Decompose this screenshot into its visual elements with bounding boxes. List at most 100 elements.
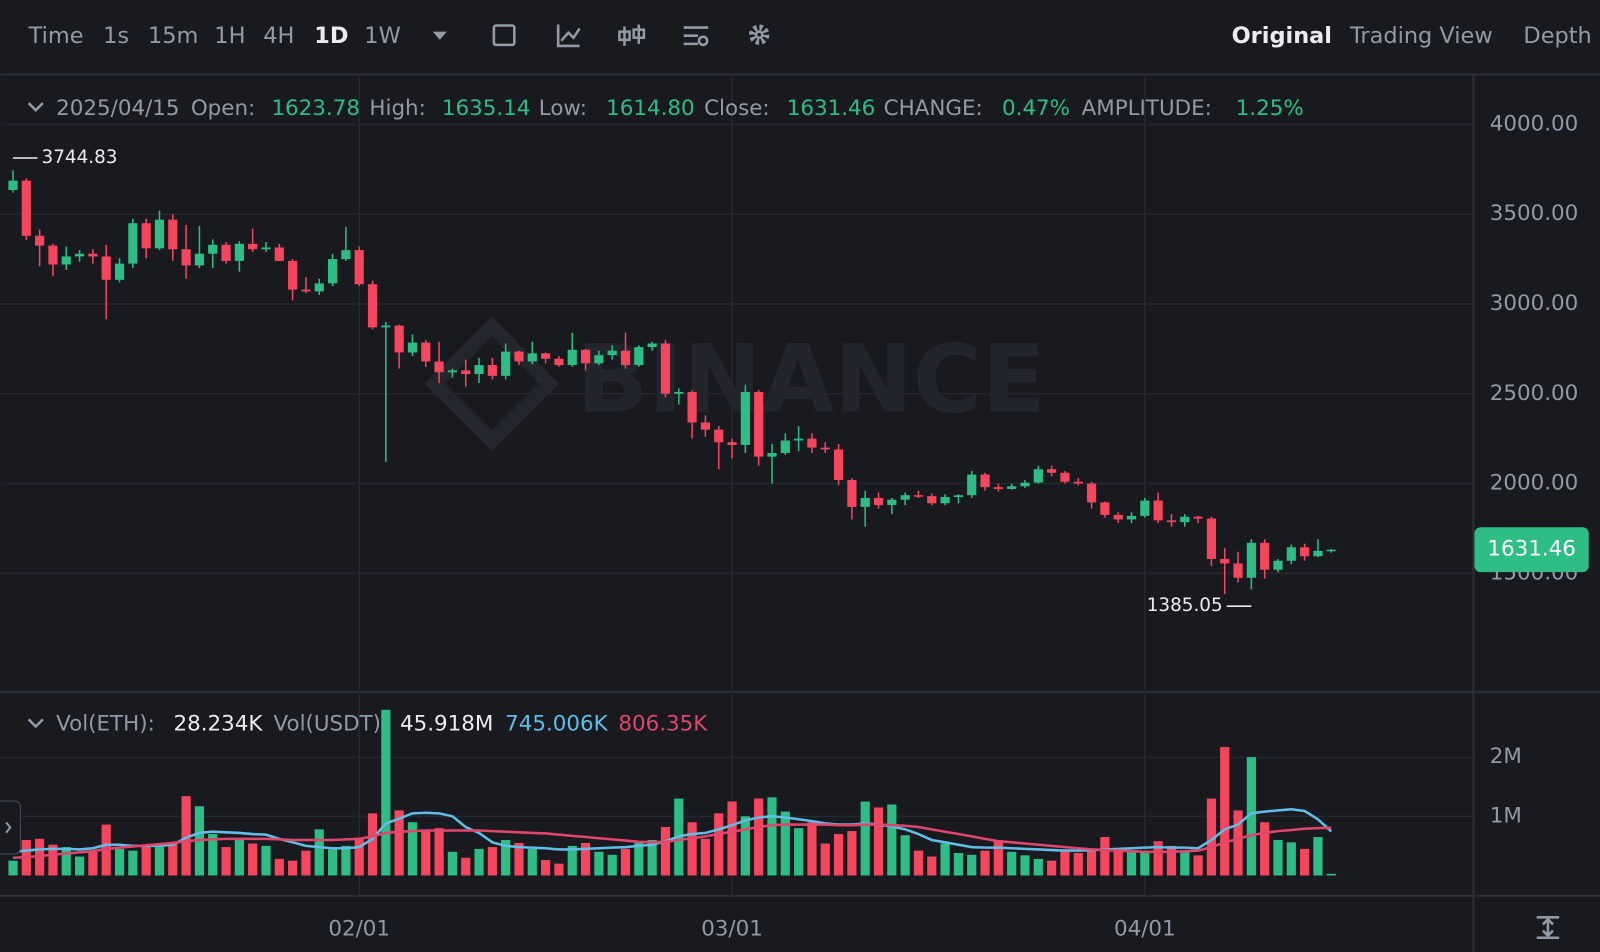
volume-bar xyxy=(1020,855,1030,876)
candle-body xyxy=(88,253,98,257)
header-date: 2025/04/15 xyxy=(56,96,179,121)
candle-body xyxy=(873,497,884,506)
volume-bar xyxy=(48,844,58,876)
candle-body xyxy=(527,353,537,362)
volume-bar xyxy=(1060,850,1070,876)
volume-bar xyxy=(474,848,484,876)
interval-button[interactable]: 1W xyxy=(364,23,400,49)
candle-body xyxy=(301,289,311,292)
volume-bar xyxy=(833,834,844,876)
volume-bar xyxy=(1193,855,1203,876)
layout-icon[interactable] xyxy=(683,26,709,46)
view-tab[interactable]: Original xyxy=(1232,23,1332,49)
candle-body xyxy=(554,358,564,366)
candle-body xyxy=(674,391,684,394)
volume-bar xyxy=(421,830,431,876)
candle-body xyxy=(367,284,378,328)
dropdown-icon[interactable] xyxy=(432,31,447,40)
candle-body xyxy=(1206,518,1217,559)
header-label: High: xyxy=(369,96,425,121)
candle-body xyxy=(927,496,937,504)
volume-bar xyxy=(1113,848,1123,876)
volume-bar xyxy=(634,842,644,876)
y-tick-label: 3500.00 xyxy=(1490,201,1579,226)
volume-bar xyxy=(594,851,604,876)
collapse-icon[interactable] xyxy=(27,102,44,113)
interval-button[interactable]: 4H xyxy=(263,23,294,49)
volume-bar xyxy=(1033,858,1043,876)
watermark-text: BINANCE xyxy=(577,326,1046,435)
candle-body xyxy=(447,370,458,373)
candle-body xyxy=(714,429,724,443)
volume-bar xyxy=(1246,757,1256,876)
candle-body xyxy=(980,474,990,488)
candle-body xyxy=(1113,514,1123,520)
plot-area: 3744.83 1385.05 xyxy=(8,147,1336,876)
header-label: CHANGE: xyxy=(884,96,983,121)
candle-body xyxy=(940,497,950,504)
candle-body xyxy=(1073,481,1083,484)
view-tab[interactable]: Trading View xyxy=(1349,23,1493,49)
volume-bar xyxy=(141,845,151,876)
candle-body xyxy=(820,447,830,450)
scale-toggle-icon[interactable] xyxy=(1536,916,1560,939)
calendar-icon[interactable] xyxy=(492,24,516,47)
volume-bar xyxy=(1260,822,1270,876)
volume-bar xyxy=(980,850,990,876)
candle-body xyxy=(314,283,324,292)
interval-button[interactable]: Time xyxy=(28,23,84,49)
volume-bar xyxy=(208,834,218,876)
view-tab[interactable]: Depth xyxy=(1523,23,1591,49)
candle-body xyxy=(461,370,471,375)
candle-body xyxy=(607,350,617,356)
volume-bar xyxy=(327,849,338,876)
toolbar-icons xyxy=(492,24,770,48)
side-tab-arrow xyxy=(5,821,12,834)
candle-body xyxy=(514,351,524,362)
interval-button[interactable]: 1s xyxy=(103,23,129,49)
volume-legend-item: Vol(ETH): xyxy=(56,711,155,736)
volume-bar xyxy=(927,856,937,876)
candle-body xyxy=(1193,516,1203,519)
candle-body xyxy=(1020,482,1030,487)
candle-body xyxy=(833,449,844,480)
header-value: 1614.80 xyxy=(606,96,695,121)
volume-bar xyxy=(288,860,298,876)
volume-bar xyxy=(740,816,750,876)
candle-body xyxy=(847,479,857,507)
toolbar: Time 1s 15m 1H 4H 1D 1W Original Trading View Dep… xyxy=(28,23,1592,49)
header-value: 1635.14 xyxy=(442,96,531,121)
candle-body xyxy=(1166,520,1177,523)
candle-body xyxy=(261,247,271,250)
interval-button[interactable]: 1D xyxy=(314,23,348,49)
header-label: Low: xyxy=(539,96,587,121)
interval-button[interactable]: 15m xyxy=(148,23,198,49)
collapse-icon[interactable] xyxy=(27,718,44,729)
y-tick-label: 3000.00 xyxy=(1490,291,1579,316)
candle-body xyxy=(1286,547,1296,561)
candle-body xyxy=(354,250,364,285)
volume-bar xyxy=(527,848,537,876)
volume-bar xyxy=(128,850,138,876)
volume-bar xyxy=(687,822,697,876)
volume-bar xyxy=(341,845,351,876)
extreme-label: 3744.83 xyxy=(42,147,118,168)
volume-bar xyxy=(913,850,924,876)
candle-icon[interactable] xyxy=(618,24,646,46)
candle-body xyxy=(101,256,111,280)
volume-bar xyxy=(1273,839,1283,876)
candle-body xyxy=(1300,547,1310,557)
volume-bar xyxy=(860,801,870,876)
candle-body xyxy=(953,495,964,498)
interval-button[interactable]: 1H xyxy=(214,23,245,49)
indicator-icon[interactable] xyxy=(556,24,581,48)
settings-icon-hole xyxy=(754,30,764,40)
volume-bar xyxy=(274,858,284,876)
volume-bar xyxy=(8,860,18,876)
settings-icon[interactable] xyxy=(748,24,770,45)
candle-body xyxy=(1047,469,1057,473)
volume-bar xyxy=(887,804,897,876)
candle-body xyxy=(487,365,497,376)
candle-body xyxy=(1153,500,1163,521)
